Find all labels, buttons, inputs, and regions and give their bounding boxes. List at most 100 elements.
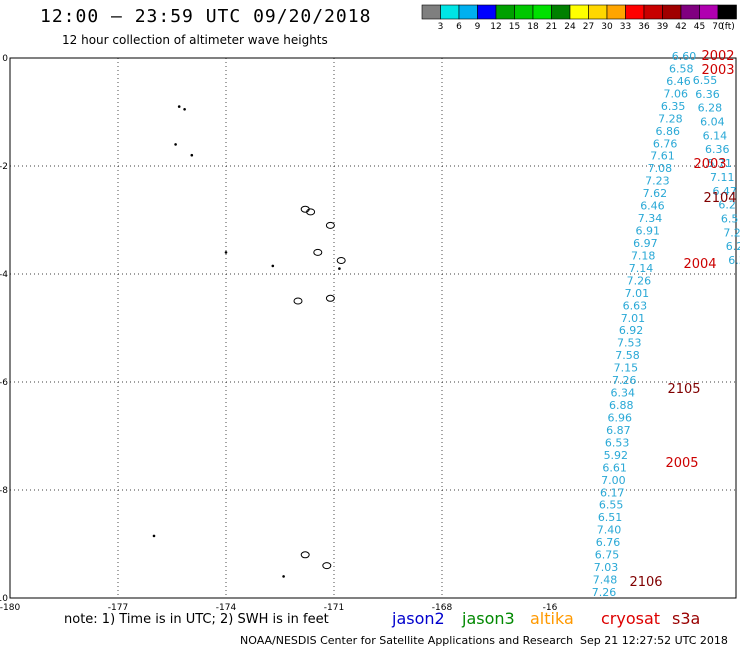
swh-value: 6.91 [635,225,660,238]
time-label: 2105 [667,382,700,397]
swh-value: 7.00 [601,474,626,487]
lon-tick-label: -177 [108,603,128,613]
island-dot [190,153,194,157]
color-scale-tick: 21 [546,22,557,32]
lat-tick-label: 0 [2,54,8,64]
lon-tick-label: -16 [543,603,558,613]
timestamp: Sep 21 12:27:52 UTC 2018 [580,634,728,647]
swh-value: 7.01 [621,312,646,325]
swh-value: 6.92 [619,324,644,337]
map-grid [10,58,736,598]
swh-value: 6.35 [661,100,686,113]
map-subtitle: 12 hour collection of altimeter wave hei… [62,33,328,47]
time-label: 2004 [683,257,716,272]
island-dot [177,105,181,108]
legend-item-s3a: s3a [672,609,701,628]
swh-value: 7.26 [592,586,617,599]
swh-value: 7.53 [617,337,642,350]
swh-value: 6.28 [698,102,723,115]
color-swatch [514,4,534,20]
color-scale-tick: 12 [490,22,501,32]
atoll-outline [293,297,303,305]
island-dot [282,575,285,578]
color-swatch [495,4,515,20]
swh-value: 7.06 [664,87,689,100]
swh-value: 6.36 [695,88,720,101]
lat-tick-label: -2 [0,162,8,172]
color-swatch [717,4,737,20]
swh-value: 6.87 [606,424,631,437]
color-scale-tick: 70 [712,22,724,32]
time-label: 2106 [629,575,662,590]
color-scale-tick: 45 [694,22,705,32]
swh-value: 7.28 [658,112,683,125]
atoll-outline [325,294,335,302]
swh-value: 6.2 [726,240,740,253]
swh-value: 6.17 [600,486,625,499]
island-dot [152,534,156,538]
swh-value: 5.92 [604,449,629,462]
time-label: 2003 [701,63,734,78]
swh-value: 7.62 [643,187,668,200]
swh-value: 7.01 [625,287,650,300]
swh-value: 6.76 [596,536,621,549]
swh-value: 6.2 [718,199,736,212]
color-scale-tick: 3 [438,22,444,32]
color-swatch [551,4,571,20]
swh-value: 6.51 [598,511,623,524]
swh-value: 7.14 [629,262,654,275]
color-scale-tick: 9 [475,22,481,32]
atoll-outline [325,221,335,229]
color-swatch [532,4,552,20]
color-scale-tick: 30 [601,22,613,32]
lon-tick-label: -168 [432,603,453,613]
color-scale-tick: 42 [675,22,686,32]
atoll-outline [300,551,310,559]
color-scale-unit: (ft) [721,22,735,32]
lat-tick-label: -4 [0,270,8,280]
swh-value: 6.46 [666,75,691,88]
wave-height-labels: 6.606.586.467.066.357.286.866.767.617.08… [592,50,740,599]
lat-tick-label: -8 [0,486,8,496]
swh-value: 7.48 [593,574,618,587]
time-label: 2005 [665,456,698,471]
swh-value: 5.71 [708,157,733,170]
swh-value: 7.15 [614,362,639,375]
color-swatch [477,4,497,20]
swh-value: 7.40 [597,524,622,537]
map-title: 12:00 – 23:59 UTC 09/20/2018 [40,6,372,27]
swh-value: 6.97 [633,237,658,250]
map-border [9,57,737,599]
island-outlines [152,105,346,578]
lon-tick-label: -174 [216,603,237,613]
atoll-outline [313,248,323,256]
color-swatch [662,4,682,20]
color-scale-tick: 15 [509,22,520,32]
legend-item-cryosat: cryosat [601,609,661,628]
color-scale-tick: 27 [583,22,594,32]
swh-value: 7.58 [615,349,640,362]
lon-tick-label: -171 [324,603,344,613]
color-scale-bar: 3 6 9 12 15 18 21 24 27 30 33 36 39 42 45 70(ft) [421,4,737,32]
swh-value: 7.34 [638,212,663,225]
color-scale-tick: 39 [657,22,669,32]
legend-item-altika: altika [530,609,574,628]
swh-value: 6.34 [610,387,635,400]
island-dot [183,108,186,111]
swh-value: 6.76 [653,137,678,150]
color-swatch [569,4,589,20]
legend-item-jason2: jason2 [392,609,445,628]
swh-value: 6.63 [623,299,648,312]
time-label: 2003 [693,157,726,172]
color-swatch [458,4,478,20]
swh-value: 6.58 [669,62,694,75]
color-scale-tick: 18 [527,22,539,32]
swh-value: 6.61 [602,461,627,474]
swh-value: 6.60 [672,50,697,63]
island-dot [271,264,275,268]
color-scale-tick: 6 [456,22,462,32]
atoll-outline [336,257,346,264]
lat-tick-label: -6 [0,378,8,388]
swh-value: 6.04 [700,116,725,129]
